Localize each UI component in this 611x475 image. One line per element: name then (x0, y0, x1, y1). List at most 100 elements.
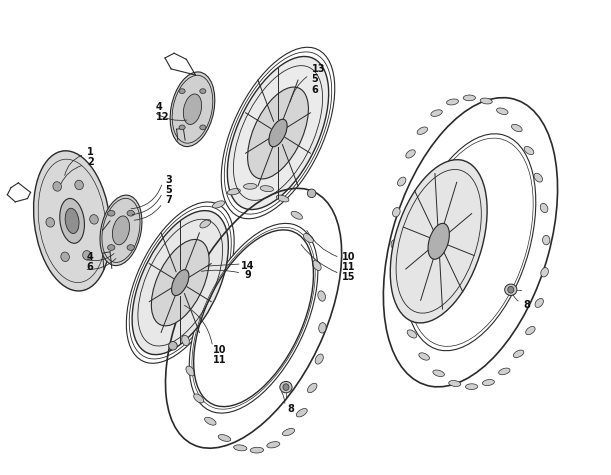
Ellipse shape (406, 150, 415, 158)
Ellipse shape (170, 72, 215, 147)
Ellipse shape (428, 223, 449, 259)
Ellipse shape (307, 383, 317, 393)
Ellipse shape (283, 384, 289, 390)
Ellipse shape (179, 89, 185, 94)
Ellipse shape (218, 435, 231, 441)
Ellipse shape (497, 108, 508, 114)
Ellipse shape (535, 298, 543, 307)
Ellipse shape (108, 245, 115, 250)
Ellipse shape (53, 182, 62, 191)
Text: 11: 11 (213, 355, 226, 365)
Ellipse shape (433, 370, 444, 377)
Ellipse shape (194, 394, 203, 403)
Ellipse shape (398, 303, 407, 311)
Ellipse shape (276, 195, 289, 202)
Ellipse shape (34, 151, 111, 291)
Ellipse shape (525, 326, 535, 335)
Ellipse shape (480, 98, 492, 104)
Text: 7: 7 (165, 195, 172, 206)
Ellipse shape (269, 119, 287, 147)
Ellipse shape (169, 342, 177, 350)
Ellipse shape (163, 185, 345, 452)
Text: 12: 12 (156, 112, 169, 123)
Ellipse shape (100, 195, 142, 266)
Text: 10: 10 (213, 344, 226, 355)
Ellipse shape (65, 208, 79, 234)
Ellipse shape (431, 110, 442, 116)
Ellipse shape (505, 284, 517, 295)
Ellipse shape (499, 368, 510, 375)
Ellipse shape (318, 291, 326, 301)
Ellipse shape (244, 183, 257, 189)
Text: 8: 8 (523, 300, 530, 310)
Ellipse shape (172, 270, 189, 295)
Ellipse shape (304, 234, 313, 243)
Ellipse shape (205, 417, 216, 425)
Ellipse shape (313, 261, 321, 270)
Ellipse shape (152, 239, 209, 326)
Ellipse shape (417, 127, 428, 134)
Ellipse shape (483, 380, 494, 386)
Ellipse shape (419, 353, 430, 360)
Ellipse shape (189, 223, 318, 413)
Ellipse shape (60, 199, 84, 243)
Ellipse shape (61, 252, 70, 262)
Ellipse shape (540, 203, 548, 213)
Ellipse shape (543, 235, 550, 245)
Ellipse shape (463, 95, 475, 101)
Ellipse shape (391, 240, 398, 249)
Ellipse shape (184, 272, 192, 283)
Text: 4: 4 (87, 251, 93, 262)
Ellipse shape (247, 87, 309, 179)
Text: 4: 4 (156, 102, 163, 112)
Ellipse shape (267, 442, 280, 448)
Ellipse shape (213, 201, 225, 208)
Ellipse shape (524, 146, 534, 155)
Ellipse shape (200, 125, 206, 130)
Ellipse shape (319, 323, 326, 333)
Ellipse shape (200, 219, 211, 228)
Ellipse shape (466, 384, 478, 389)
Ellipse shape (181, 304, 188, 314)
Ellipse shape (250, 447, 263, 453)
Ellipse shape (447, 99, 458, 105)
Ellipse shape (227, 189, 240, 195)
Ellipse shape (380, 94, 561, 390)
Ellipse shape (260, 186, 274, 191)
Ellipse shape (90, 215, 98, 224)
Ellipse shape (508, 286, 514, 293)
Ellipse shape (181, 335, 189, 346)
Ellipse shape (448, 380, 461, 387)
Ellipse shape (108, 210, 115, 216)
Ellipse shape (398, 177, 406, 186)
Text: 3: 3 (165, 174, 172, 185)
Ellipse shape (82, 251, 91, 260)
Ellipse shape (315, 354, 323, 364)
Ellipse shape (280, 381, 292, 393)
Ellipse shape (46, 218, 54, 227)
Text: 5: 5 (165, 185, 172, 195)
Ellipse shape (513, 350, 524, 358)
Ellipse shape (200, 89, 206, 94)
Text: 5: 5 (312, 74, 318, 85)
Ellipse shape (227, 57, 329, 209)
Ellipse shape (127, 210, 134, 216)
Text: 1: 1 (87, 147, 93, 157)
Ellipse shape (393, 272, 401, 281)
Text: 14: 14 (241, 261, 255, 271)
Text: 15: 15 (342, 272, 356, 283)
Text: 11: 11 (342, 262, 356, 272)
Ellipse shape (112, 216, 130, 245)
Text: 13: 13 (312, 64, 325, 74)
Ellipse shape (75, 180, 83, 190)
Text: 6: 6 (312, 85, 318, 95)
Text: 2: 2 (87, 157, 93, 168)
Text: 9: 9 (244, 270, 251, 281)
Ellipse shape (233, 445, 247, 451)
Ellipse shape (127, 245, 134, 250)
Ellipse shape (392, 208, 400, 217)
Ellipse shape (179, 125, 185, 130)
Ellipse shape (190, 244, 200, 253)
Text: 10: 10 (342, 251, 356, 262)
Text: 8: 8 (287, 404, 294, 415)
